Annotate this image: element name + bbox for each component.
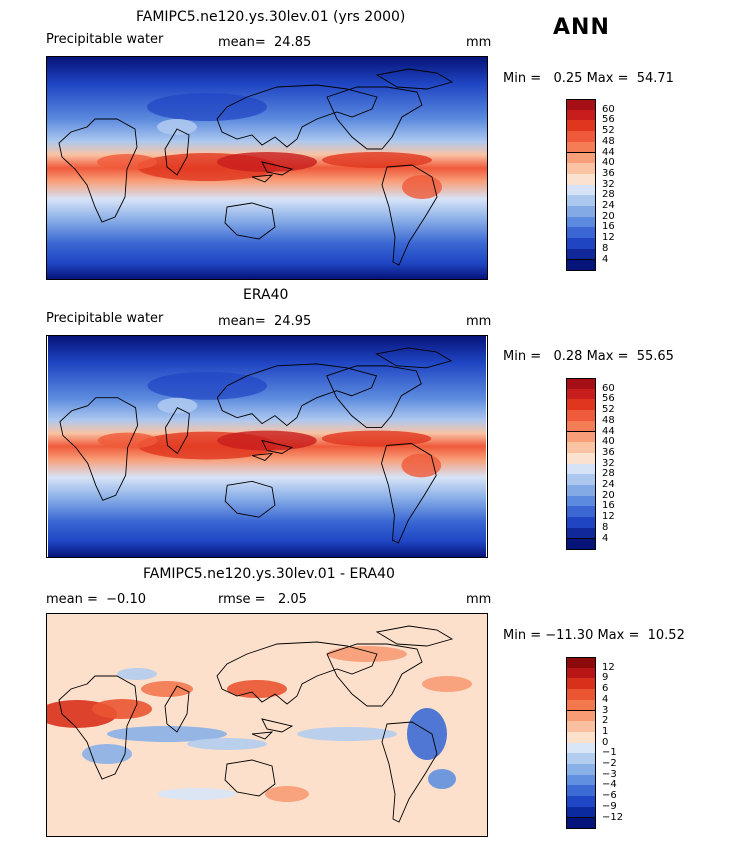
colorbar-tick-label: −1 bbox=[602, 747, 617, 759]
colorbar-tick-label: 40 bbox=[602, 157, 615, 169]
colorbar-tick-label: 44 bbox=[602, 425, 615, 437]
mean-stat: mean = −0.10 bbox=[46, 592, 146, 607]
colorbar-tick-label: 40 bbox=[602, 436, 615, 448]
colorbar-swatch bbox=[566, 259, 596, 272]
colorbar-tick-label: 24 bbox=[602, 479, 615, 490]
field-label: Precipitable water bbox=[46, 32, 164, 47]
colorbar-tick-label: −3 bbox=[602, 768, 617, 780]
colorbar-tick-label: −12 bbox=[602, 811, 624, 823]
colorbar-tick-label: 44 bbox=[602, 146, 615, 158]
colorbar-tick-label: 60 bbox=[602, 382, 615, 394]
mean-stat: mean= 24.85 bbox=[218, 35, 312, 50]
colorbar-tick-label: 4 bbox=[602, 532, 609, 544]
colorbar-tick-label: 16 bbox=[602, 221, 615, 233]
units-label: mm bbox=[466, 592, 492, 607]
difference-map bbox=[46, 613, 488, 837]
rmse-stat: rmse = 2.05 bbox=[218, 592, 307, 607]
colorbar-tick-label: 36 bbox=[602, 446, 615, 458]
season-label: ANN bbox=[553, 15, 610, 40]
colorbar-tick-label: 32 bbox=[602, 457, 615, 469]
colorbar-tick-label: 28 bbox=[602, 468, 615, 480]
colorbar-tick-label: 36 bbox=[602, 167, 615, 179]
units-label: mm bbox=[466, 314, 492, 329]
precipitable-water-model-map bbox=[46, 56, 488, 280]
panel-title: FAMIPC5.ne120.ys.30lev.01 (yrs 2000) bbox=[136, 9, 406, 25]
colorbar-tick-label: 20 bbox=[602, 210, 615, 222]
colorbar-tick-label: −2 bbox=[602, 758, 617, 769]
min-max-stat: Min = 0.28 Max = 55.65 bbox=[503, 349, 674, 364]
colorbar-tick-label: 16 bbox=[602, 500, 615, 512]
colorbar-tick-label: 12 bbox=[602, 661, 615, 673]
colorbar-tick-label: −9 bbox=[602, 800, 617, 812]
colorbar-tick-label: 48 bbox=[602, 414, 615, 426]
colorbar-tick-label: −6 bbox=[602, 790, 617, 802]
colorbar-swatch bbox=[566, 538, 596, 551]
units-label: mm bbox=[466, 35, 492, 50]
field-label: Precipitable water bbox=[46, 311, 164, 326]
colorbar-tick-label: 60 bbox=[602, 103, 615, 115]
colorbar-tick-label: 0 bbox=[602, 736, 609, 748]
colorbar-tick-label: 6 bbox=[602, 683, 609, 695]
colorbar-tick-label: 9 bbox=[602, 672, 609, 684]
colorbar-tick-label: 8 bbox=[602, 521, 609, 533]
colorbar-tick-label: 32 bbox=[602, 178, 615, 190]
colorbar-tick-label: 1 bbox=[602, 725, 609, 737]
colorbar-tick-label: 24 bbox=[602, 200, 615, 211]
colorbar-tick-label: 3 bbox=[602, 704, 609, 716]
colorbar-tick-label: 52 bbox=[602, 125, 615, 137]
panel-title: FAMIPC5.ne120.ys.30lev.01 - ERA40 bbox=[143, 566, 395, 582]
colorbar-tick-label: 2 bbox=[602, 715, 609, 727]
colorbar-tick-label: 4 bbox=[602, 693, 609, 705]
precipitable-water-obs-map bbox=[46, 335, 488, 558]
colorbar-tick-label: 48 bbox=[602, 135, 615, 147]
colorbar-tick-label: 52 bbox=[602, 404, 615, 416]
colorbar-tick-label: 56 bbox=[602, 114, 615, 126]
min-max-stat: Min = −11.30 Max = 10.52 bbox=[503, 628, 685, 643]
panel-title: ERA40 bbox=[243, 287, 289, 303]
min-max-stat: Min = 0.25 Max = 54.71 bbox=[503, 71, 674, 86]
colorbar-tick-label: 4 bbox=[602, 253, 609, 265]
colorbar-tick-label: 20 bbox=[602, 489, 615, 501]
colorbar-swatch bbox=[566, 817, 596, 830]
colorbar-tick-label: −4 bbox=[602, 779, 617, 791]
colorbar-tick-label: 12 bbox=[602, 232, 615, 244]
colorbar-tick-label: 12 bbox=[602, 511, 615, 523]
colorbar-tick-label: 56 bbox=[602, 393, 615, 405]
colorbar-tick-label: 8 bbox=[602, 242, 609, 254]
mean-stat: mean= 24.95 bbox=[218, 314, 312, 329]
colorbar-tick-label: 28 bbox=[602, 189, 615, 201]
